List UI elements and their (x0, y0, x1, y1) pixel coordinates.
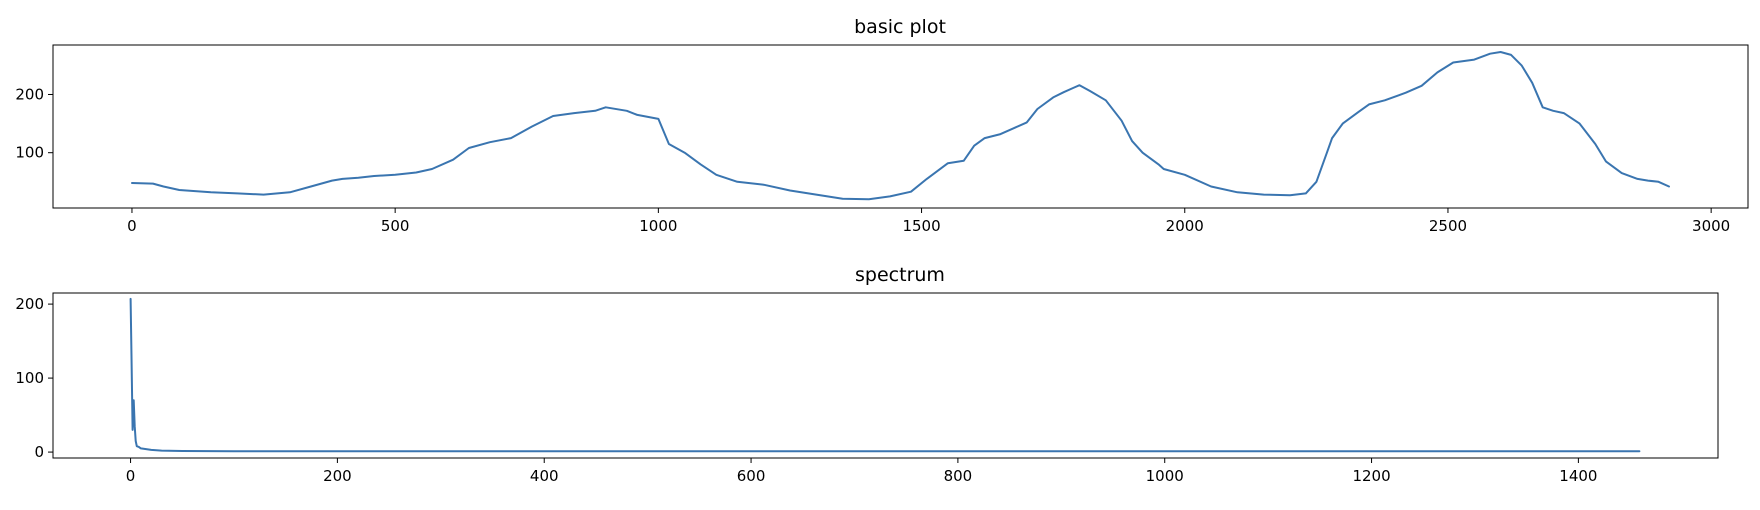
spectrum-marks: 0 200 400 600 800 1000 1200 1400 0 100 200 (15, 295, 1641, 485)
spectrum-axes-frame (52, 292, 1719, 459)
basic-plot-x-tick-label: 2500 (1429, 217, 1467, 235)
basic-plot-x-tick-label: 2000 (1166, 217, 1204, 235)
spectrum-x-tick-label: 400 (530, 467, 559, 485)
spectrum-x-tick-label: 1000 (1146, 467, 1184, 485)
spectrum-panel: spectrum 0 200 400 600 800 1000 1200 1400 0 100 20… (15, 264, 1719, 485)
spectrum-x-tick-label: 200 (323, 467, 352, 485)
basic-plot-series-line (131, 51, 1670, 201)
spectrum-y-tick-label: 100 (15, 369, 44, 387)
basic-plot-axes-frame (52, 44, 1749, 209)
basic-plot-x-tick-label: 500 (381, 217, 410, 235)
basic-plot-y-tick-label: 200 (15, 85, 44, 103)
basic-plot-x-tick-label: 0 (127, 217, 137, 235)
spectrum-title: spectrum (855, 264, 945, 286)
basic-plot-title: basic plot (854, 16, 946, 38)
basic-plot-y-tick-label: 100 (15, 144, 44, 162)
spectrum-x-tick-label: 1200 (1352, 467, 1390, 485)
basic-plot-x-tick-label: 1500 (902, 217, 940, 235)
spectrum-x-tick-label: 0 (126, 467, 136, 485)
basic-plot-panel: basic plot 0 500 1000 1500 2000 2500 3000 100 20… (15, 16, 1749, 235)
basic-plot-x-tick-label: 1000 (639, 217, 677, 235)
basic-plot-marks: 0 500 1000 1500 2000 2500 3000 100 200 (15, 51, 1730, 235)
spectrum-x-tick-label: 1400 (1559, 467, 1597, 485)
spectrum-y-tick-label: 0 (34, 443, 44, 461)
spectrum-x-tick-label: 800 (944, 467, 973, 485)
spectrum-y-tick-label: 200 (15, 295, 44, 313)
spectrum-series-line (129, 297, 1641, 453)
basic-plot-x-tick-label: 3000 (1692, 217, 1730, 235)
spectrum-x-tick-label: 600 (737, 467, 766, 485)
